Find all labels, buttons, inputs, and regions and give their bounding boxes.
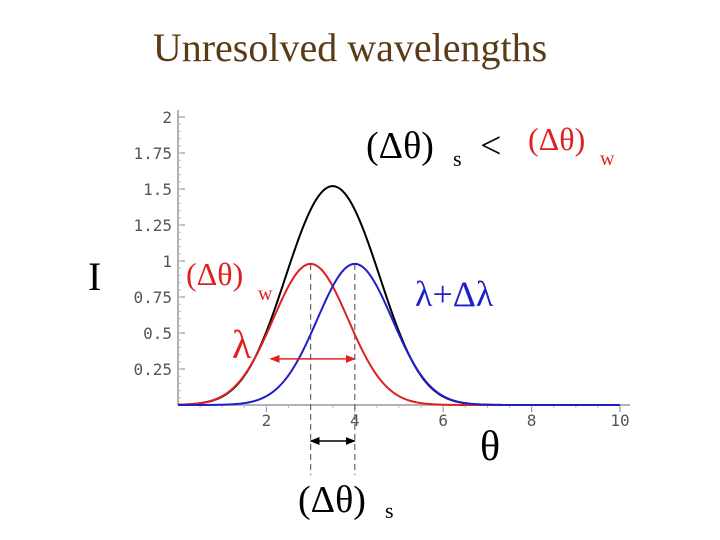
slide-title: Unresolved wavelengths	[152, 25, 548, 70]
y-tick-label: 1.5	[143, 180, 172, 199]
dtheta-s-top-subscript: s	[453, 146, 462, 171]
dtheta-w-label: (Δθ)	[186, 256, 243, 292]
dtheta-s-bottom-subscript: s	[385, 498, 394, 523]
y-tick-label: 0.25	[133, 360, 172, 379]
x-tick-label: 8	[527, 411, 537, 430]
x-tick-label: 6	[438, 411, 448, 430]
x-axis-ticks: 2 4 6 8 10	[199, 405, 630, 430]
dtheta-w-top-label: (Δθ)	[528, 121, 585, 157]
less-than-symbol: <	[480, 125, 501, 167]
x-tick-label: 2	[262, 411, 272, 430]
y-tick-label: 0.75	[133, 288, 172, 307]
lambda-plus-label: λ+Δλ	[415, 274, 494, 314]
y-tick-label: 1	[162, 252, 172, 271]
dtheta-s-top-label: (Δθ)	[366, 125, 434, 167]
series-lambda-plus-curve	[178, 262, 620, 406]
peak-markers	[310, 263, 356, 475]
dtheta-w-subscript: w	[258, 283, 273, 305]
series-sum-curve	[177, 185, 620, 406]
y-tick-label: 2	[162, 108, 172, 127]
y-tick-label: 1.75	[133, 144, 172, 163]
dtheta-w-top-subscript: w	[600, 148, 615, 170]
x-tick-label: 4	[350, 411, 360, 430]
x-tick-label: 10	[610, 411, 629, 430]
y-tick-label: 1.25	[133, 216, 172, 235]
y-axis-ticks: 0.25 0.5 0.75 1 1.25 1.5 1.75 2	[133, 108, 185, 399]
y-axis-symbol: I	[88, 254, 101, 299]
x-axis-symbol: θ	[480, 424, 500, 470]
lambda-label: λ	[232, 322, 252, 367]
y-tick-label: 0.5	[143, 324, 172, 343]
dtheta-s-bottom-label: (Δθ)	[298, 479, 366, 521]
